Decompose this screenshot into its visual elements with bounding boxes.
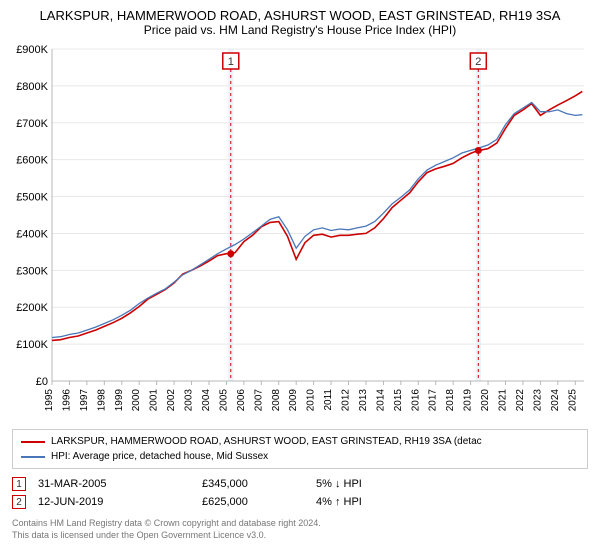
chart-svg: £0 £100K £200K £300K £400K £500K £600K £700K £80… — [12, 43, 588, 423]
x-tick-label: 2019 — [463, 389, 474, 412]
x-tick-label: 2025 — [567, 389, 578, 412]
y-tick-label: £300K — [16, 265, 48, 277]
x-tick-label: 2016 — [410, 389, 421, 412]
x-tick-label: 2014 — [375, 389, 386, 412]
series-hpi — [52, 103, 582, 338]
x-tick-label: 2020 — [480, 389, 491, 412]
x-tick-label: 2012 — [341, 389, 352, 412]
y-tick-label: £900K — [16, 44, 48, 56]
x-tick-label: 2015 — [393, 389, 404, 412]
y-tick-label: £800K — [16, 81, 48, 93]
x-tick-label: 2023 — [532, 389, 543, 412]
y-tick-label: £0 — [36, 376, 48, 388]
x-tick-label: 1995 — [44, 389, 55, 412]
marker-dot — [227, 250, 234, 257]
x-tick-label: 2021 — [498, 389, 509, 412]
y-tick-label: £100K — [16, 339, 48, 351]
marker-flag-label: 2 — [475, 56, 481, 68]
x-tick-label: 2013 — [358, 389, 369, 412]
chart-container: LARKSPUR, HAMMERWOOD ROAD, ASHURST WOOD,… — [0, 0, 600, 560]
chart-plot-area: £0 £100K £200K £300K £400K £500K £600K £700K £80… — [12, 43, 588, 423]
legend-label: HPI: Average price, detached house, Mid … — [51, 449, 268, 464]
y-tick-label: £500K — [16, 192, 48, 204]
y-tick-label: £400K — [16, 228, 48, 240]
marker-row-delta: 5% ↓ HPI — [316, 478, 588, 490]
marker-row-price: £625,000 — [202, 496, 312, 508]
x-tick-label: 1997 — [79, 389, 90, 412]
legend-swatch — [21, 441, 45, 443]
x-tick-label: 2018 — [445, 389, 456, 412]
x-tick-label: 2017 — [428, 389, 439, 412]
y-tick-label: £200K — [16, 302, 48, 314]
x-tick-label: 2003 — [184, 389, 195, 412]
x-tick-label: 2005 — [218, 389, 229, 412]
x-tick-label: 1996 — [61, 389, 72, 412]
x-tick-label: 2007 — [253, 389, 264, 412]
footer: Contains HM Land Registry data © Crown c… — [12, 517, 588, 541]
footer-line-1: Contains HM Land Registry data © Crown c… — [12, 517, 588, 529]
marker-row-date: 12-JUN-2019 — [38, 496, 198, 508]
x-tick-label: 2004 — [201, 389, 212, 412]
legend-row: LARKSPUR, HAMMERWOOD ROAD, ASHURST WOOD,… — [21, 434, 579, 449]
x-tick-label: 2000 — [131, 389, 142, 412]
x-tick-label: 2010 — [306, 389, 317, 412]
marker-row: 1 31-MAR-2005 £345,000 5% ↓ HPI — [12, 475, 588, 493]
x-tick-label: 2002 — [166, 389, 177, 412]
x-tick-label: 1999 — [114, 389, 125, 412]
y-tick-label: £600K — [16, 155, 48, 167]
marker-row: 2 12-JUN-2019 £625,000 4% ↑ HPI — [12, 493, 588, 511]
marker-row-id: 2 — [12, 495, 26, 509]
x-tick-label: 2009 — [288, 389, 299, 412]
y-tick-label: £700K — [16, 118, 48, 130]
marker-row-id: 1 — [12, 477, 26, 491]
x-tick-label: 2011 — [323, 389, 334, 411]
x-tick-label: 2006 — [236, 389, 247, 412]
marker-flag-label: 1 — [228, 56, 234, 68]
legend-swatch — [21, 456, 45, 458]
chart-title: LARKSPUR, HAMMERWOOD ROAD, ASHURST WOOD,… — [12, 8, 588, 23]
marker-row-delta: 4% ↑ HPI — [316, 496, 588, 508]
x-tick-label: 2022 — [515, 389, 526, 412]
chart-subtitle: Price paid vs. HM Land Registry's House … — [12, 23, 588, 37]
x-tick-label: 1998 — [96, 389, 107, 412]
legend: LARKSPUR, HAMMERWOOD ROAD, ASHURST WOOD,… — [12, 429, 588, 469]
footer-line-2: This data is licensed under the Open Gov… — [12, 529, 588, 541]
legend-row: HPI: Average price, detached house, Mid … — [21, 449, 579, 464]
legend-label: LARKSPUR, HAMMERWOOD ROAD, ASHURST WOOD,… — [51, 434, 482, 449]
x-tick-label: 2008 — [271, 389, 282, 412]
marker-row-date: 31-MAR-2005 — [38, 478, 198, 490]
x-tick-label: 2001 — [149, 389, 160, 412]
x-tick-label: 2024 — [550, 389, 561, 412]
marker-dot — [475, 147, 482, 154]
marker-table: 1 31-MAR-2005 £345,000 5% ↓ HPI 2 12-JUN-2019… — [12, 475, 588, 511]
marker-row-price: £345,000 — [202, 478, 312, 490]
